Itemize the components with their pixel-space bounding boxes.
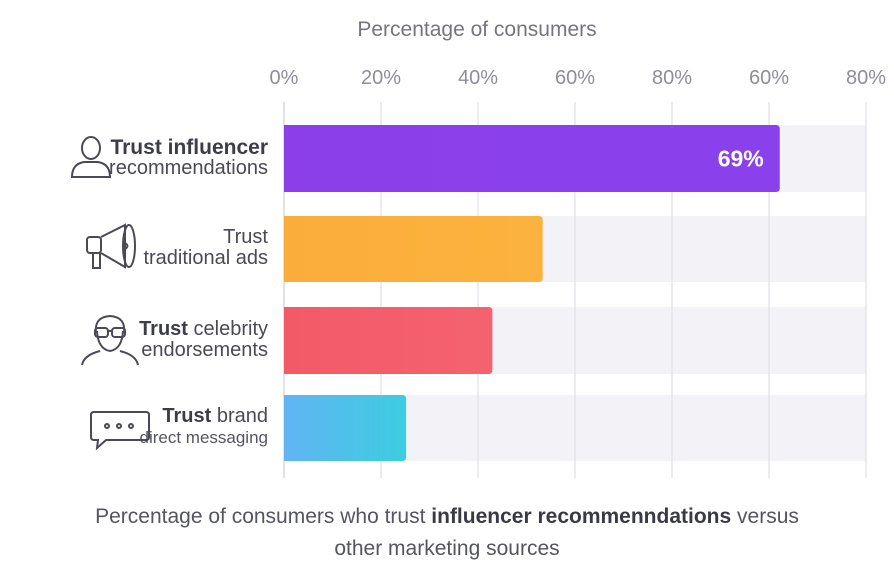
- chart-caption: Percentage of consumers who trust influe…: [95, 505, 799, 528]
- x-tick-label: 80%: [846, 67, 886, 89]
- bar: [284, 125, 780, 192]
- category-label: Trust influencer recommendations: [109, 135, 268, 179]
- bar-data-label: 69%: [718, 146, 764, 172]
- bar: [284, 216, 543, 282]
- chart-title: Percentage of consumers: [357, 18, 596, 41]
- x-tick-label: 80%: [652, 67, 692, 89]
- x-tick-label: 20%: [361, 67, 401, 89]
- bar: [284, 307, 493, 374]
- x-tick-label: 60%: [555, 67, 595, 89]
- x-tick-label: 40%: [458, 67, 498, 89]
- chat-bubble-icon: [90, 411, 150, 450]
- bar-chart: Percentage of consumers 0% 20% 40% 60% 80% 60…: [270, 18, 886, 478]
- x-tick-label: 60%: [749, 67, 789, 89]
- celebrity-sunglasses-icon: [81, 314, 139, 366]
- category-label: Trust brand direct messaging: [139, 405, 268, 448]
- category-label: Trust celebrity endorsements: [139, 317, 268, 361]
- megaphone-icon: [86, 223, 136, 269]
- person-icon: [70, 136, 112, 178]
- x-tick-label: 0%: [270, 67, 299, 89]
- chart-caption-line2: other marketing sources: [334, 537, 560, 560]
- category-label: Trust traditional ads: [143, 226, 268, 269]
- bar: [284, 395, 407, 461]
